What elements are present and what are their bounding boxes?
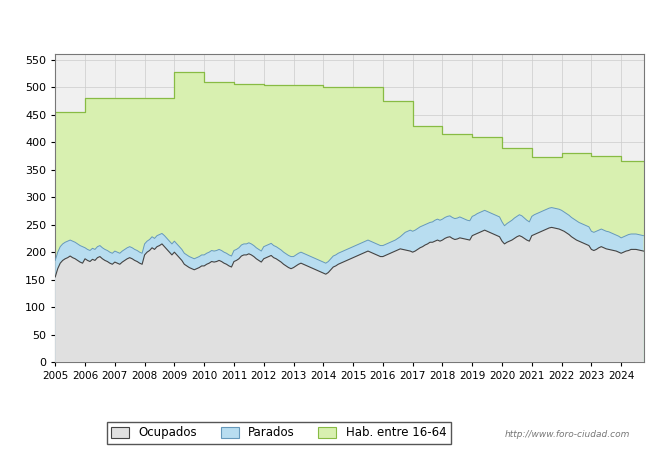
Legend: Ocupados, Parados, Hab. entre 16-64: Ocupados, Parados, Hab. entre 16-64 [107, 422, 451, 444]
Text: Paniza - Evolucion de la poblacion en edad de Trabajar Septiembre de 2024: Paniza - Evolucion de la poblacion en ed… [88, 17, 562, 30]
Text: http://www.foro-ciudad.com: http://www.foro-ciudad.com [505, 430, 630, 439]
